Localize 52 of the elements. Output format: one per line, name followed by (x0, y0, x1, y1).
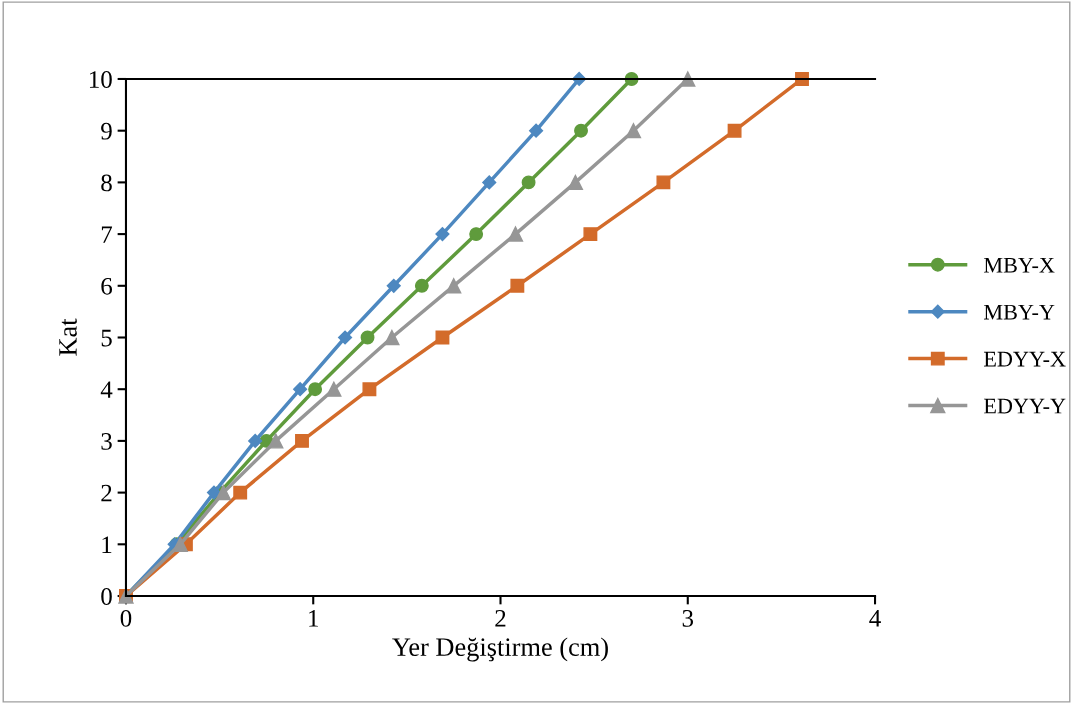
point (521, 175, 536, 190)
x-tick-label: 4 (869, 610, 881, 627)
legend-label: EDYY-X (983, 351, 1066, 367)
point (414, 278, 429, 293)
point (435, 227, 450, 242)
point (295, 433, 309, 448)
y-tick-label: 2 (101, 484, 112, 502)
y-tick-label: 10 (89, 71, 112, 88)
y-tick-label: 0 (101, 588, 112, 605)
legend-label: MBY-X (983, 257, 1055, 273)
point (583, 227, 598, 242)
y-tick-label: 6 (101, 277, 113, 295)
point (293, 382, 308, 397)
legend-label: MBY-Y (983, 304, 1055, 320)
x-tick-label: 1 (309, 610, 318, 627)
y-tick-label: 3 (101, 433, 112, 450)
y-tick-label: 8 (101, 174, 112, 192)
point (507, 226, 524, 242)
point (308, 382, 323, 397)
x-tick-label: 0 (120, 609, 132, 627)
point (172, 536, 188, 552)
point (360, 330, 375, 345)
point (248, 433, 263, 448)
point (233, 485, 248, 500)
y-tick-label: 7 (101, 226, 113, 243)
point (362, 382, 377, 397)
point (482, 175, 497, 190)
point (510, 278, 525, 293)
point (727, 123, 742, 138)
point (656, 175, 671, 190)
x-axis-title: Yer Değiştirme (cm) (392, 637, 608, 662)
y-tick-label: 1 (102, 536, 112, 553)
legend-label: EDYY-Y (983, 398, 1066, 414)
point (268, 433, 284, 449)
point (337, 330, 353, 345)
point (625, 123, 642, 139)
point (446, 278, 462, 294)
point (574, 123, 588, 138)
x-tick-label: 2 (495, 609, 506, 627)
y-tick-label: 4 (100, 381, 113, 398)
y-axis-title: Kat (59, 318, 77, 356)
y-tick-label: 5 (101, 329, 112, 347)
y-tick-label: 9 (101, 122, 112, 140)
point (529, 123, 544, 138)
point (567, 174, 584, 191)
point (384, 329, 400, 346)
point (469, 227, 484, 242)
point (215, 484, 231, 501)
point (680, 71, 696, 87)
x-tick-label: 3 (682, 609, 694, 627)
point (386, 278, 401, 293)
point (326, 381, 342, 397)
